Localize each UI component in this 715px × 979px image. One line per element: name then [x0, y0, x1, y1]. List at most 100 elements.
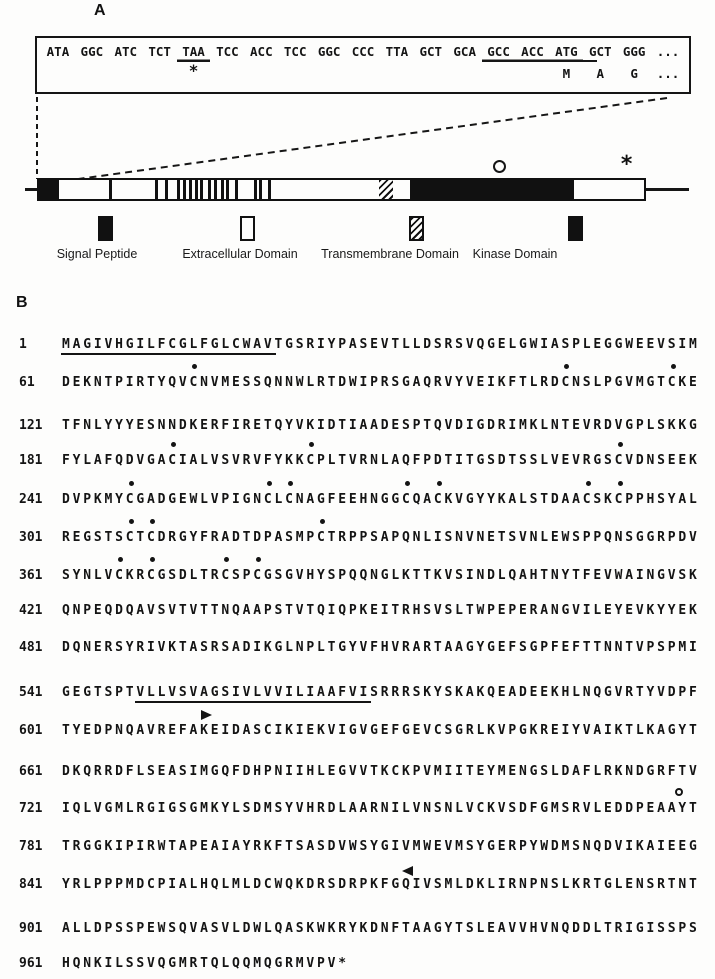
residue-number: 961 — [19, 956, 43, 971]
cysteine-dot-marker — [617, 481, 623, 486]
cysteine-dot-marker — [309, 442, 315, 447]
codon-cell: ACC — [250, 44, 273, 59]
codon-cell: CCC — [351, 44, 375, 59]
residue-number: 1 — [19, 337, 27, 352]
residue-number: 481 — [19, 640, 43, 655]
cysteine-dot-marker — [670, 364, 676, 369]
stop-asterisk-marker: * — [620, 152, 634, 177]
cysteine-dot-marker — [224, 557, 230, 562]
residue-number: 901 — [19, 921, 43, 936]
residue-sequence: DQNERSYRIVKTASRSADIKGLNPLTGYVFHVRARTAAGY… — [62, 640, 700, 655]
panel-b-label: B — [16, 294, 28, 311]
residue-sequence: GEGTSPTVLLVSVAGSIVLVVILIAAFVISRRRSKYSKAK… — [62, 685, 700, 700]
translation-cell — [380, 66, 414, 84]
legend-swatch-hatched — [409, 216, 424, 241]
residue-number: 601 — [19, 723, 43, 738]
codon-cell: ATC — [114, 44, 138, 59]
codon-cell: ... — [656, 44, 680, 59]
codon-cell: TCT — [148, 44, 171, 59]
residue-sequence: DEKNTPIRTYQVCNVMESSQNNWLRTDWIPRSGAQRVYVE… — [62, 375, 700, 390]
legend-label: Signal Peptide — [56, 247, 138, 261]
cysteine-tick — [221, 180, 224, 199]
residue-number: 61 — [19, 375, 35, 390]
residue-sequence: FYLAFQDVGACIALVSVRVFYKKCPLTVRNLAQFPDTITG… — [62, 453, 700, 468]
codon-cell: GGC — [317, 44, 341, 59]
cysteine-dot-marker — [117, 557, 123, 562]
residue-sequence: TYEDPNQAVREFAKEIDASCIKIEKVIGVGEFGEVCSGRL… — [62, 723, 700, 738]
cysteine-dot-marker — [404, 481, 410, 486]
kinase-domain-segment — [410, 180, 574, 199]
residue-sequence: IQLVGMLRGIGSGMKYLSDMSYVHRDLAARNILVNSNLVC… — [62, 801, 700, 816]
cysteine-tick — [208, 180, 211, 199]
residue-sequence: REGSTSCTCDRGYFRADTDPASMPCTRPPSAPQNLISNVN… — [62, 530, 700, 545]
cysteine-dot-marker — [564, 364, 570, 369]
codon-cell: TTA — [385, 44, 409, 59]
phosphosite-circle-marker — [493, 160, 506, 173]
cysteine-dot-marker — [585, 481, 591, 486]
cysteine-tick — [254, 180, 257, 199]
legend-label: Extracellular Domain — [182, 247, 298, 261]
cysteine-dot-marker — [128, 519, 134, 524]
residue-number: 421 — [19, 603, 43, 618]
residue-sequence: DVPKMYCGADGEWLVPIGNCLCNAGFEEHNGGCQACKVGY… — [62, 492, 700, 507]
residue-sequence: HQNKILSSVQGMRTQLQQMQGRMVPV* — [62, 956, 349, 971]
cysteine-dot-marker — [288, 481, 294, 486]
panel-a-label: A — [94, 2, 106, 19]
residue-number: 661 — [19, 764, 43, 779]
residue-sequence: DKQRRDFLSEASIMGQFDHPNIIHLEGVVTKCKPVMIITE… — [62, 764, 700, 779]
residue-number: 361 — [19, 568, 43, 583]
residue-number: 841 — [19, 877, 43, 892]
translation-cell — [244, 66, 278, 84]
residue-sequence: YRLPPPMDCPIALHQLMLDCWQKDRSDRPKFGQIVSMLDK… — [62, 877, 700, 892]
dashed-diagonal-line — [70, 97, 668, 181]
translation-cell — [278, 66, 312, 84]
signal-peptide-underline — [61, 353, 276, 356]
translation-cell — [143, 66, 177, 84]
cysteine-tick — [226, 180, 229, 199]
stop-codon-asterisk: * — [188, 61, 199, 80]
translation-cell — [346, 66, 380, 84]
codon-cell: GGC — [80, 44, 104, 59]
residue-number: 241 — [19, 492, 43, 507]
cysteine-tick — [189, 180, 192, 199]
cysteine-tick — [109, 180, 112, 199]
residue-sequence: MAGIVHGILFCGLFGLCWAVTGSRIYPASEVTLLDSRSVQ… — [62, 337, 700, 352]
cysteine-dot-marker — [256, 557, 262, 562]
legend-label: Kinase Domain — [472, 247, 558, 261]
translation-cell: A — [596, 66, 605, 81]
translation-cell — [41, 66, 75, 84]
dna-translation-row: * M A G... — [41, 61, 685, 84]
cysteine-dot-marker — [319, 519, 325, 524]
residue-number: 181 — [19, 453, 43, 468]
legend-swatch-black — [98, 216, 113, 241]
translation-cell — [75, 66, 109, 84]
codon-cell: GGG — [622, 44, 646, 59]
cysteine-tick — [214, 180, 217, 199]
codon-cell: ATG — [549, 44, 583, 62]
translation-cell: M — [562, 66, 571, 81]
codon-cell: TAA — [177, 44, 211, 62]
residue-sequence: SYNLVCKRCGSDLTRCSPCGSGVHYSPQQNGLKTTKVSIN… — [62, 568, 700, 583]
codon-cell: TCC — [216, 44, 239, 59]
legend-swatch-white — [240, 216, 255, 241]
phosphosite-circle-marker — [674, 788, 683, 796]
translation-cell — [448, 66, 482, 84]
transmembrane-underline — [135, 701, 372, 704]
translation-cell: G — [630, 66, 638, 81]
codon-cell: TCC — [283, 44, 307, 59]
intron-arrowhead-marker — [200, 710, 212, 720]
residue-sequence: ALLDPSSPEWSQVASVLDWLQASKWKRYKDNFTAAGYTSL… — [62, 921, 700, 936]
cysteine-tick — [177, 180, 180, 199]
codon-cell: ACC — [516, 44, 550, 62]
cysteine-tick — [195, 180, 198, 199]
residue-number: 781 — [19, 839, 43, 854]
translation-cell: ... — [656, 66, 680, 81]
codon-cell: ATA — [46, 44, 70, 59]
residue-sequence: QNPEQDQAVSVTVTTNQAAPSTVTQIQPKEITRHSVSLTW… — [62, 603, 700, 618]
cysteine-tick — [235, 180, 238, 199]
intron-arrowhead-marker — [402, 866, 414, 876]
cysteine-dot-marker — [149, 519, 155, 524]
codon-cell: GCT — [419, 44, 443, 59]
